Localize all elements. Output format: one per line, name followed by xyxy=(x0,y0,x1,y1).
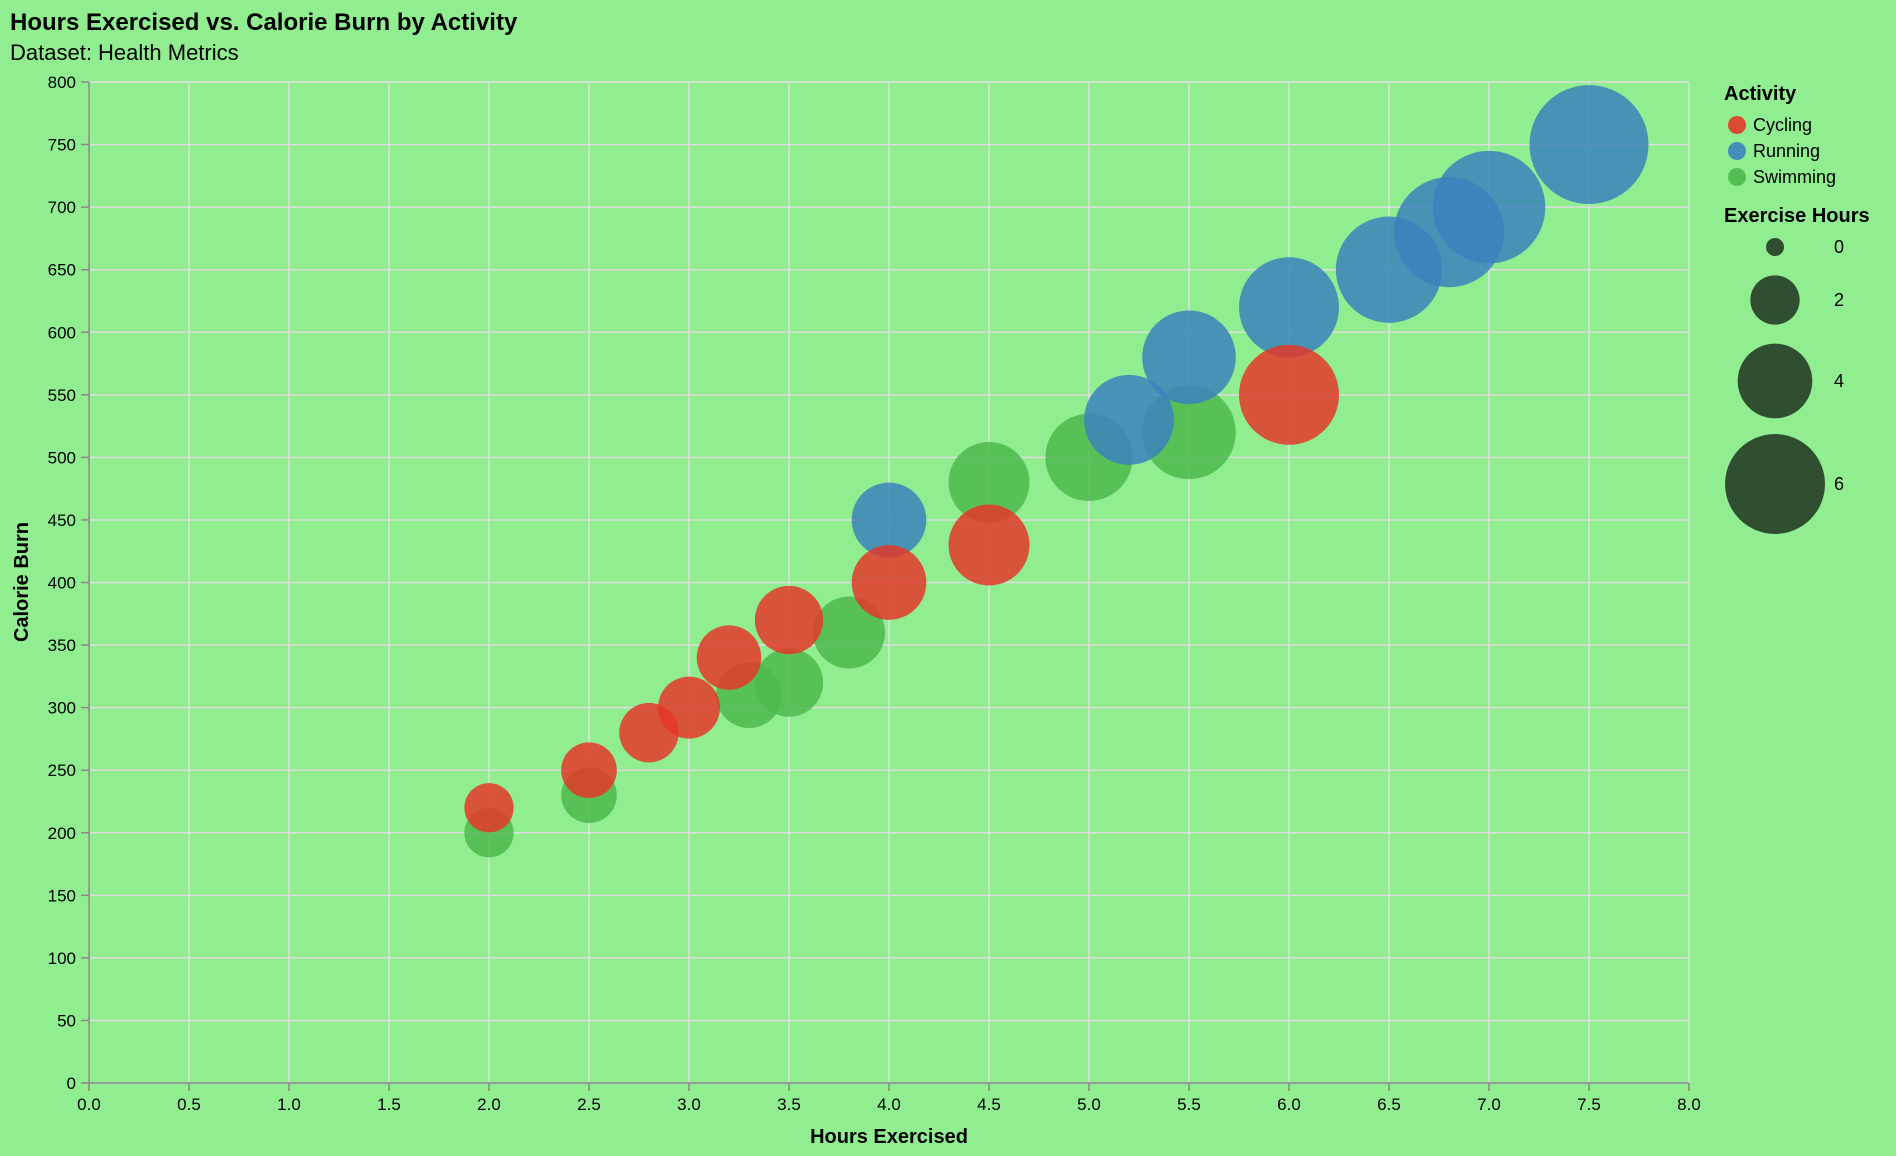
size-legend-label: 2 xyxy=(1834,290,1844,310)
axes: 0.0 0.5 1.0 1.5 2.0 2.5 3.0 3.5 4.0 4.5 5.0 5.5 6.0 6… xyxy=(48,73,1701,1114)
x-tick-label: 3.0 xyxy=(677,1095,701,1114)
legend-swatch-swimming xyxy=(1728,168,1746,186)
bubble-swimming xyxy=(754,648,824,717)
bubble-cycling xyxy=(1239,344,1339,445)
x-tick-label: 6.0 xyxy=(1277,1095,1301,1114)
size-legend-bubble xyxy=(1750,275,1800,325)
bubble-cycling xyxy=(561,742,617,799)
x-tick-label: 2.5 xyxy=(577,1095,601,1114)
bubble-running xyxy=(1239,257,1339,358)
x-tick-label: 4.5 xyxy=(977,1095,1001,1114)
y-tick-label: 300 xyxy=(48,699,76,718)
bubble-cycling xyxy=(658,676,720,739)
bubble-cycling xyxy=(948,504,1030,586)
x-tick-label: 0.0 xyxy=(77,1095,101,1114)
x-tick-label: 4.0 xyxy=(877,1095,901,1114)
color-legend-title: Activity xyxy=(1724,83,1797,105)
bubble-running xyxy=(1142,310,1236,405)
y-axis-title: Calorie Burn xyxy=(11,522,33,642)
chart-subtitle: Dataset: Health Metrics xyxy=(10,40,239,65)
y-tick-label: 350 xyxy=(48,636,76,655)
x-tick-label: 2.0 xyxy=(477,1095,501,1114)
x-axis-title: Hours Exercised xyxy=(810,1126,968,1148)
bubble-cycling xyxy=(696,625,762,690)
size-legend-label: 6 xyxy=(1834,474,1844,494)
y-tick-label: 450 xyxy=(48,511,76,530)
chart-title: Hours Exercised vs. Calorie Burn by Acti… xyxy=(10,9,518,36)
y-tick-label: 750 xyxy=(48,136,76,155)
x-tick-label: 1.0 xyxy=(277,1095,301,1114)
x-tick-label: 7.5 xyxy=(1577,1095,1601,1114)
bubble-swimming xyxy=(812,596,886,669)
y-tick-label: 200 xyxy=(48,824,76,843)
bubble-running xyxy=(1084,374,1174,465)
bubble-running xyxy=(1529,85,1649,205)
bubble-cycling xyxy=(464,783,514,833)
size-legend-label: 0 xyxy=(1834,237,1844,257)
legend: Activity Exercise Hours Cycling Running Sw… xyxy=(1724,83,1870,534)
legend-swatch-running xyxy=(1728,142,1746,160)
y-tick-label: 650 xyxy=(48,261,76,280)
x-tick-label: 3.5 xyxy=(777,1095,801,1114)
legend-label-swimming: Swimming xyxy=(1753,167,1836,187)
bubble-running xyxy=(1432,150,1546,264)
y-tick-label: 800 xyxy=(48,73,76,92)
x-tick-label: 1.5 xyxy=(377,1095,401,1114)
x-tick-label: 0.5 xyxy=(177,1095,201,1114)
x-tick-label: 5.0 xyxy=(1077,1095,1101,1114)
x-tick-label: 6.5 xyxy=(1377,1095,1401,1114)
y-tick-label: 700 xyxy=(48,198,76,217)
bubbles xyxy=(464,85,1649,858)
size-legend-bubble xyxy=(1737,343,1813,419)
bubble-cycling xyxy=(754,585,824,655)
size-legend-bubble xyxy=(1766,238,1784,256)
bubble-swimming xyxy=(948,441,1030,523)
size-legend-title: Exercise Hours xyxy=(1724,205,1870,227)
y-tick-label: 0 xyxy=(67,1074,76,1093)
x-tick-label: 7.0 xyxy=(1477,1095,1501,1114)
y-tick-label: 250 xyxy=(48,761,76,780)
y-tick-label: 550 xyxy=(48,386,76,405)
legend-label-cycling: Cycling xyxy=(1753,115,1812,135)
y-tick-label: 50 xyxy=(57,1011,76,1030)
legend-label-running: Running xyxy=(1753,141,1820,161)
y-tick-label: 600 xyxy=(48,323,76,342)
y-tick-label: 150 xyxy=(48,886,76,905)
y-tick-label: 400 xyxy=(48,574,76,593)
x-tick-label: 5.5 xyxy=(1177,1095,1201,1114)
bubble-cycling xyxy=(851,545,927,620)
size-legend-label: 4 xyxy=(1834,371,1844,391)
x-tick-label: 8.0 xyxy=(1677,1095,1701,1114)
y-tick-label: 500 xyxy=(48,448,76,467)
y-tick-label: 100 xyxy=(48,949,76,968)
legend-swatch-cycling xyxy=(1728,116,1746,134)
size-legend-bubble xyxy=(1725,434,1825,534)
bubble-running xyxy=(851,482,927,558)
